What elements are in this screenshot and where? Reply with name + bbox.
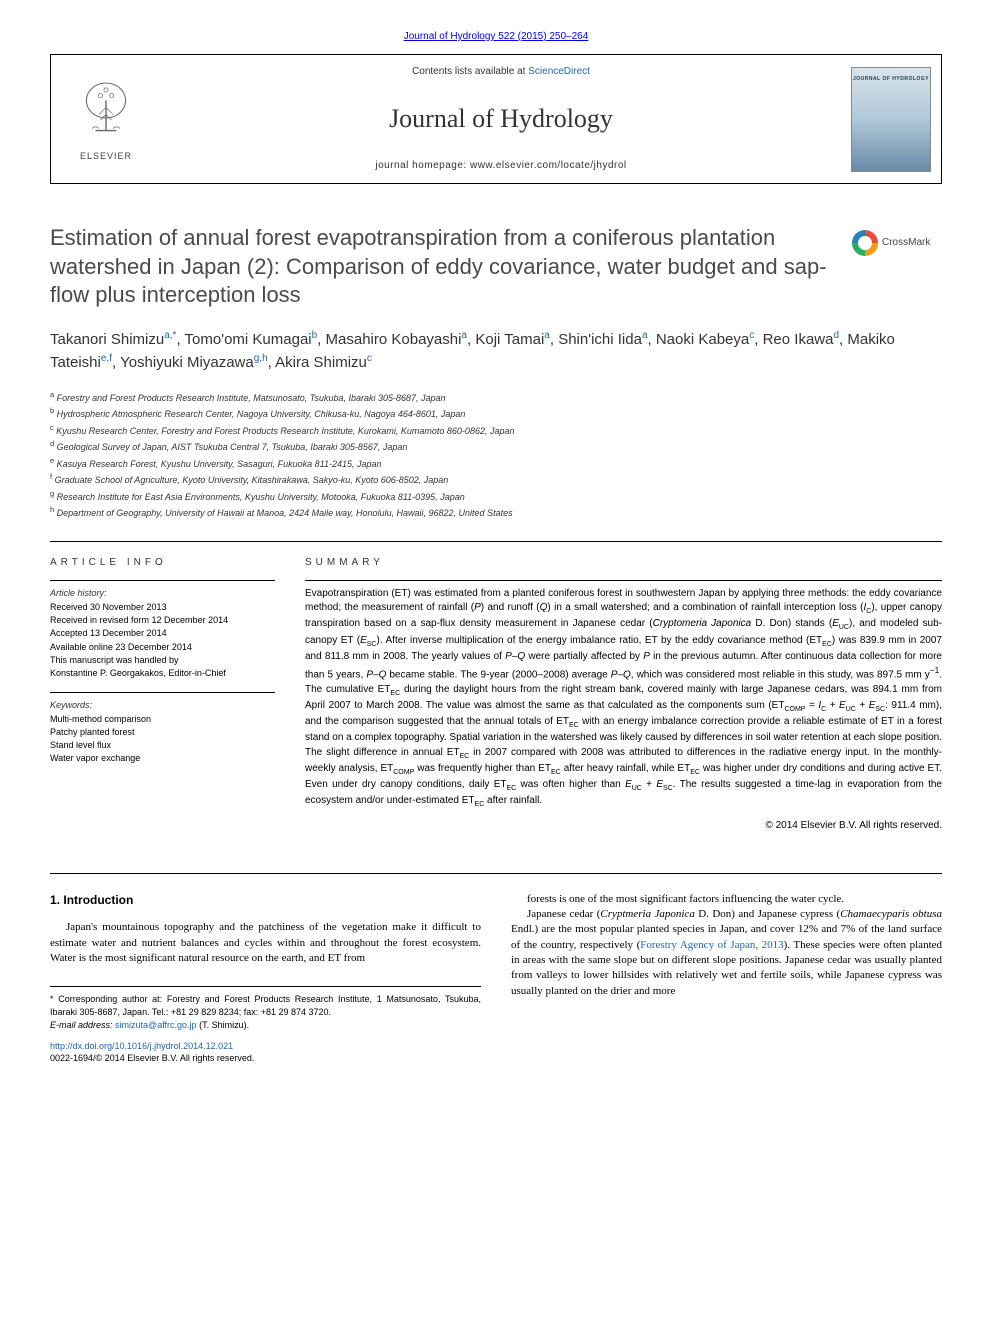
- journal-center: Contents lists available at ScienceDirec…: [161, 55, 841, 183]
- keyword: Stand level flux: [50, 739, 275, 752]
- author-affil-sup: d: [833, 330, 839, 341]
- affiliation: c Kyushu Research Center, Forestry and F…: [50, 422, 942, 439]
- summary-copyright: © 2014 Elsevier B.V. All rights reserved…: [305, 819, 942, 833]
- doi-block: http://dx.doi.org/10.1016/j.jhydrol.2014…: [50, 1041, 481, 1064]
- sciencedirect-link[interactable]: ScienceDirect: [528, 66, 590, 77]
- email-suffix: (T. Shimizu).: [199, 1020, 249, 1030]
- history-line: Konstantine P. Georgakakos, Editor-in-Ch…: [50, 667, 275, 680]
- author: Reo Ikawa: [763, 331, 834, 348]
- crossmark-badge[interactable]: CrossMark: [852, 228, 942, 258]
- authors: Takanori Shimizua,*, Tomo'omi Kumagaib, …: [50, 328, 942, 375]
- keywords-heading: Keywords:: [50, 692, 275, 712]
- corresponding-author: * Corresponding author at: Forestry and …: [50, 993, 481, 1018]
- issn-copyright: 0022-1694/© 2014 Elsevier B.V. All right…: [50, 1053, 254, 1063]
- author: Masahiro Kobayashi: [326, 331, 462, 348]
- journal-header-box: ELSEVIER Contents lists available at Sci…: [50, 54, 942, 184]
- section-title: Introduction: [63, 893, 133, 907]
- author: Akira Shimizu: [275, 354, 367, 371]
- affiliation: h Department of Geography, University of…: [50, 504, 942, 521]
- footnotes: * Corresponding author at: Forestry and …: [50, 986, 481, 1031]
- elsevier-label: ELSEVIER: [80, 150, 132, 163]
- doi-link[interactable]: http://dx.doi.org/10.1016/j.jhydrol.2014…: [50, 1041, 233, 1051]
- elsevier-tree-icon: [71, 76, 141, 146]
- journal-name: Journal of Hydrology: [181, 101, 821, 137]
- email-label: E-mail address:: [50, 1020, 113, 1030]
- affiliation: e Kasuya Research Forest, Kyushu Univers…: [50, 455, 942, 472]
- body-paragraph: forests is one of the most significant f…: [511, 892, 942, 907]
- affiliation: b Hydrospheric Atmospheric Research Cent…: [50, 405, 942, 422]
- citation-link[interactable]: Journal of Hydrology 522 (2015) 250–264: [404, 31, 589, 42]
- title-row: Estimation of annual forest evapotranspi…: [50, 224, 942, 310]
- keyword: Water vapor exchange: [50, 752, 275, 765]
- author-affil-sup: a: [642, 330, 648, 341]
- homepage-line: journal homepage: www.elsevier.com/locat…: [181, 159, 821, 173]
- crossmark-icon: [852, 230, 878, 256]
- author-affil-sup: a,*: [164, 330, 176, 341]
- ref-link[interactable]: Forestry Agency of Japan, 2013: [640, 939, 783, 951]
- history-line: Accepted 13 December 2014: [50, 627, 275, 640]
- crossmark-label: CrossMark: [882, 236, 930, 250]
- summary-heading: SUMMARY: [305, 542, 942, 580]
- article-title: Estimation of annual forest evapotranspi…: [50, 224, 832, 310]
- body-paragraph: Japanese cedar (Cryptmeria Japonica D. D…: [511, 907, 942, 999]
- history-line: Received 30 November 2013: [50, 601, 275, 614]
- citation-line: Journal of Hydrology 522 (2015) 250–264: [50, 30, 942, 44]
- history-line: Available online 23 December 2014: [50, 641, 275, 654]
- affiliation: d Geological Survey of Japan, AIST Tsuku…: [50, 438, 942, 455]
- contents-line: Contents lists available at ScienceDirec…: [181, 65, 821, 79]
- affiliation: g Research Institute for East Asia Envir…: [50, 488, 942, 505]
- email-link[interactable]: simizuta@affrc.go.jp: [115, 1020, 197, 1030]
- author-affil-sup: c: [749, 330, 754, 341]
- history-line: Received in revised form 12 December 201…: [50, 614, 275, 627]
- journal-cover: JOURNAL OF HYDROLOGY: [841, 55, 941, 183]
- body-columns: 1. Introduction Japan's mountainous topo…: [50, 873, 942, 1065]
- section-number: 1.: [50, 893, 60, 907]
- article-info-column: ARTICLE INFO Article history: Received 3…: [50, 542, 275, 833]
- info-summary-row: ARTICLE INFO Article history: Received 3…: [50, 542, 942, 833]
- author: Naoki Kabeya: [656, 331, 749, 348]
- affiliations: a Forestry and Forest Products Research …: [50, 389, 942, 521]
- history-heading: Article history:: [50, 580, 275, 600]
- email-line: E-mail address: simizuta@affrc.go.jp (T.…: [50, 1019, 481, 1032]
- body-left-column: 1. Introduction Japan's mountainous topo…: [50, 892, 481, 1065]
- section-heading: 1. Introduction: [50, 892, 481, 909]
- body-paragraph: Japan's mountainous topography and the p…: [50, 920, 481, 966]
- history-line: This manuscript was handled by: [50, 654, 275, 667]
- cover-image: JOURNAL OF HYDROLOGY: [851, 67, 931, 172]
- author-affil-sup: a: [544, 330, 550, 341]
- author-affil-sup: a: [461, 330, 467, 341]
- keywords-block: Multi-method comparisonPatchy planted fo…: [50, 713, 275, 765]
- elsevier-logo: ELSEVIER: [51, 55, 161, 183]
- affiliation: a Forestry and Forest Products Research …: [50, 389, 942, 406]
- author: Tomo'omi Kumagai: [185, 331, 312, 348]
- author: Takanori Shimizu: [50, 331, 164, 348]
- contents-prefix: Contents lists available at: [412, 66, 528, 77]
- affiliation: f Graduate School of Agriculture, Kyoto …: [50, 471, 942, 488]
- summary-text: Evapotranspiration (ET) was estimated fr…: [305, 580, 942, 811]
- summary-column: SUMMARY Evapotranspiration (ET) was esti…: [305, 542, 942, 833]
- homepage-prefix: journal homepage:: [375, 160, 470, 171]
- body-right-column: forests is one of the most significant f…: [511, 892, 942, 1065]
- homepage-url[interactable]: www.elsevier.com/locate/jhydrol: [470, 160, 627, 171]
- keyword: Patchy planted forest: [50, 726, 275, 739]
- author: Shin'ichi Iida: [558, 331, 642, 348]
- author-affil-sup: e,f: [101, 353, 112, 364]
- cover-title: JOURNAL OF HYDROLOGY: [853, 76, 929, 83]
- keyword: Multi-method comparison: [50, 713, 275, 726]
- author: Koji Tamai: [475, 331, 544, 348]
- history-block: Received 30 November 2013Received in rev…: [50, 601, 275, 679]
- author-affil-sup: b: [312, 330, 318, 341]
- author-affil-sup: g,h: [254, 353, 268, 364]
- article-info-heading: ARTICLE INFO: [50, 542, 275, 580]
- author: Yoshiyuki Miyazawa: [120, 354, 254, 371]
- author-affil-sup: c: [367, 353, 372, 364]
